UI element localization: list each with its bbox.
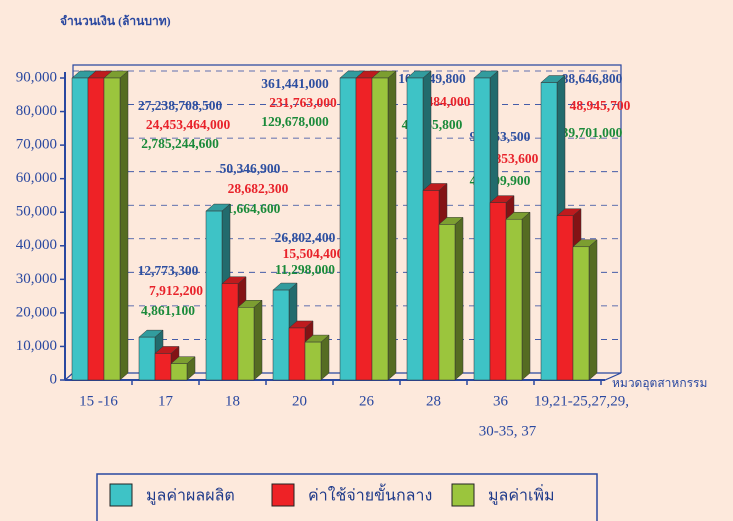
x-axis-label: หมวดอุตสาหกรรม <box>612 376 707 391</box>
y-tick-label: 50,000 <box>16 204 57 220</box>
bar-side <box>588 239 598 381</box>
x-tick-label: 20 <box>292 393 307 409</box>
bar-side <box>454 216 464 381</box>
value-label: 39,701,000 <box>562 125 623 140</box>
x-tick-label: 18 <box>225 393 240 409</box>
bar <box>103 77 121 381</box>
legend-box <box>96 473 598 521</box>
value-label: 2,785,244,600 <box>141 136 219 151</box>
value-label: 361,441,000 <box>261 76 329 91</box>
bar <box>556 215 574 381</box>
bar <box>221 283 239 381</box>
bar <box>438 224 456 381</box>
value-label: 11,298,000 <box>275 262 335 277</box>
bar <box>572 246 590 381</box>
value-label: 129,678,000 <box>261 114 329 129</box>
bar <box>473 77 491 381</box>
y-axis-label: จำนวนเงิน (ล้านบาท) <box>60 14 171 28</box>
bar-side <box>253 299 263 381</box>
bar <box>272 289 290 381</box>
bar <box>288 327 306 381</box>
legend-swatch <box>451 483 475 507</box>
bar <box>237 307 255 381</box>
legend-label: มูลค่าผลผลิต <box>146 486 235 506</box>
x-tick-label: 30-35, 37 <box>479 423 537 439</box>
bar <box>71 77 89 381</box>
bar <box>138 336 156 381</box>
y-tick-label: 40,000 <box>16 237 57 253</box>
y-tick-label: 80,000 <box>16 103 57 119</box>
legend-swatch <box>271 483 295 507</box>
value-label: 88,646,800 <box>562 71 623 86</box>
value-label: 28,682,300 <box>228 181 289 196</box>
y-tick-label: 0 <box>50 371 58 387</box>
value-label: 7,912,200 <box>149 283 203 298</box>
bar <box>355 77 373 381</box>
bar <box>154 353 172 381</box>
x-tick-label: 15 -16 <box>79 393 118 409</box>
bar <box>422 190 440 381</box>
x-tick-label: 36 <box>493 393 509 409</box>
y-tick-label: 70,000 <box>16 137 57 153</box>
legend-swatch <box>109 483 133 507</box>
x-tick-label: 28 <box>426 393 441 409</box>
value-label: 24,453,464,000 <box>146 117 231 132</box>
bar <box>505 218 523 381</box>
value-label: 26,802,400 <box>275 230 336 245</box>
value-label: 48,945,700 <box>570 98 631 113</box>
bar <box>489 202 507 381</box>
bar <box>339 77 357 381</box>
bar <box>540 82 558 381</box>
value-label: 15,504,400 <box>283 246 344 261</box>
y-tick-label: 20,000 <box>16 304 57 320</box>
value-label: 21,664,600 <box>220 201 281 216</box>
legend-label: มูลค่าเพิ่ม <box>488 484 555 506</box>
y-tick-label: 10,000 <box>16 338 57 354</box>
bar <box>87 77 105 381</box>
y-tick-label: 60,000 <box>16 170 57 186</box>
bar <box>304 341 322 381</box>
value-label: 50,346,900 <box>220 161 281 176</box>
bar-side <box>320 334 330 381</box>
value-label: 231,763,000 <box>269 95 337 110</box>
x-tick-label: 17 <box>158 393 174 409</box>
y-tick-label: 90,000 <box>16 69 57 85</box>
bar <box>371 77 389 381</box>
value-label: 27,238,708,500 <box>138 98 223 113</box>
bar-side <box>387 70 397 381</box>
y-tick-label: 30,000 <box>16 271 57 287</box>
x-tick-label: 19,21-25,27,29, <box>534 393 629 409</box>
value-label: 12,773,300 <box>138 263 199 278</box>
bar <box>170 363 188 381</box>
bar-side <box>119 70 129 381</box>
x-tick-label: 26 <box>359 393 375 409</box>
legend-label: ค่าใช้จ่ายขั้นกลาง <box>308 484 432 505</box>
value-label: 4,861,100 <box>141 303 195 318</box>
bar <box>205 210 223 381</box>
bar <box>406 77 424 381</box>
bar-side <box>521 211 531 381</box>
